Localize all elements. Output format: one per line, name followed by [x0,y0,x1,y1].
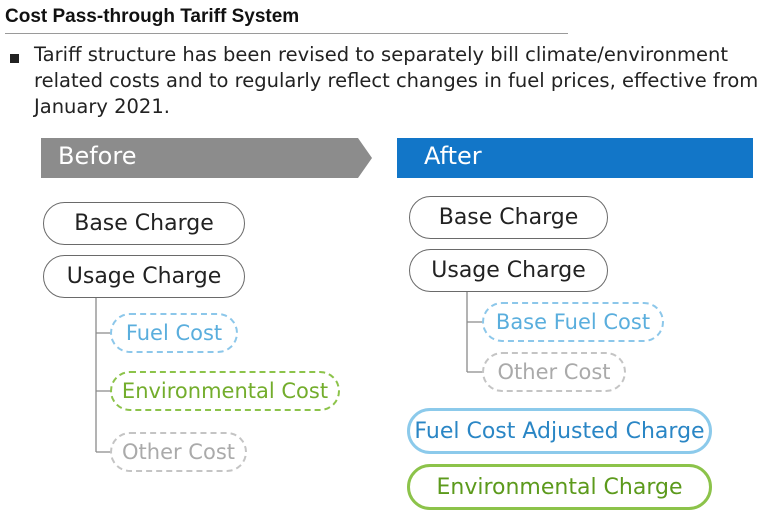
before-fuel-cost: Fuel Cost [110,313,238,353]
after-other-cost: Other Cost [482,352,626,392]
title-divider [5,33,568,34]
before-base-charge: Base Charge [43,202,245,245]
before-other-cost: Other Cost [110,432,247,472]
after-base-charge: Base Charge [409,196,608,239]
fuel-cost-adjusted-charge: Fuel Cost Adjusted Charge [407,408,712,454]
before-header-label: Before [58,142,137,170]
before-header: Before [41,138,372,178]
after-base-fuel-cost: Base Fuel Cost [482,302,664,342]
before-environmental-cost: Environmental Cost [110,371,340,411]
environmental-charge: Environmental Charge [407,464,712,510]
before-usage-charge: Usage Charge [43,255,245,298]
description-text: Tariff structure has been revised to sep… [34,43,759,118]
page-title: Cost Pass-through Tariff System [5,6,300,27]
after-header-label: After [424,142,482,170]
before-header-arrow-shape [41,138,372,178]
after-usage-charge: Usage Charge [409,249,608,292]
bullet-square-icon [10,54,19,63]
after-header: After [397,138,753,178]
